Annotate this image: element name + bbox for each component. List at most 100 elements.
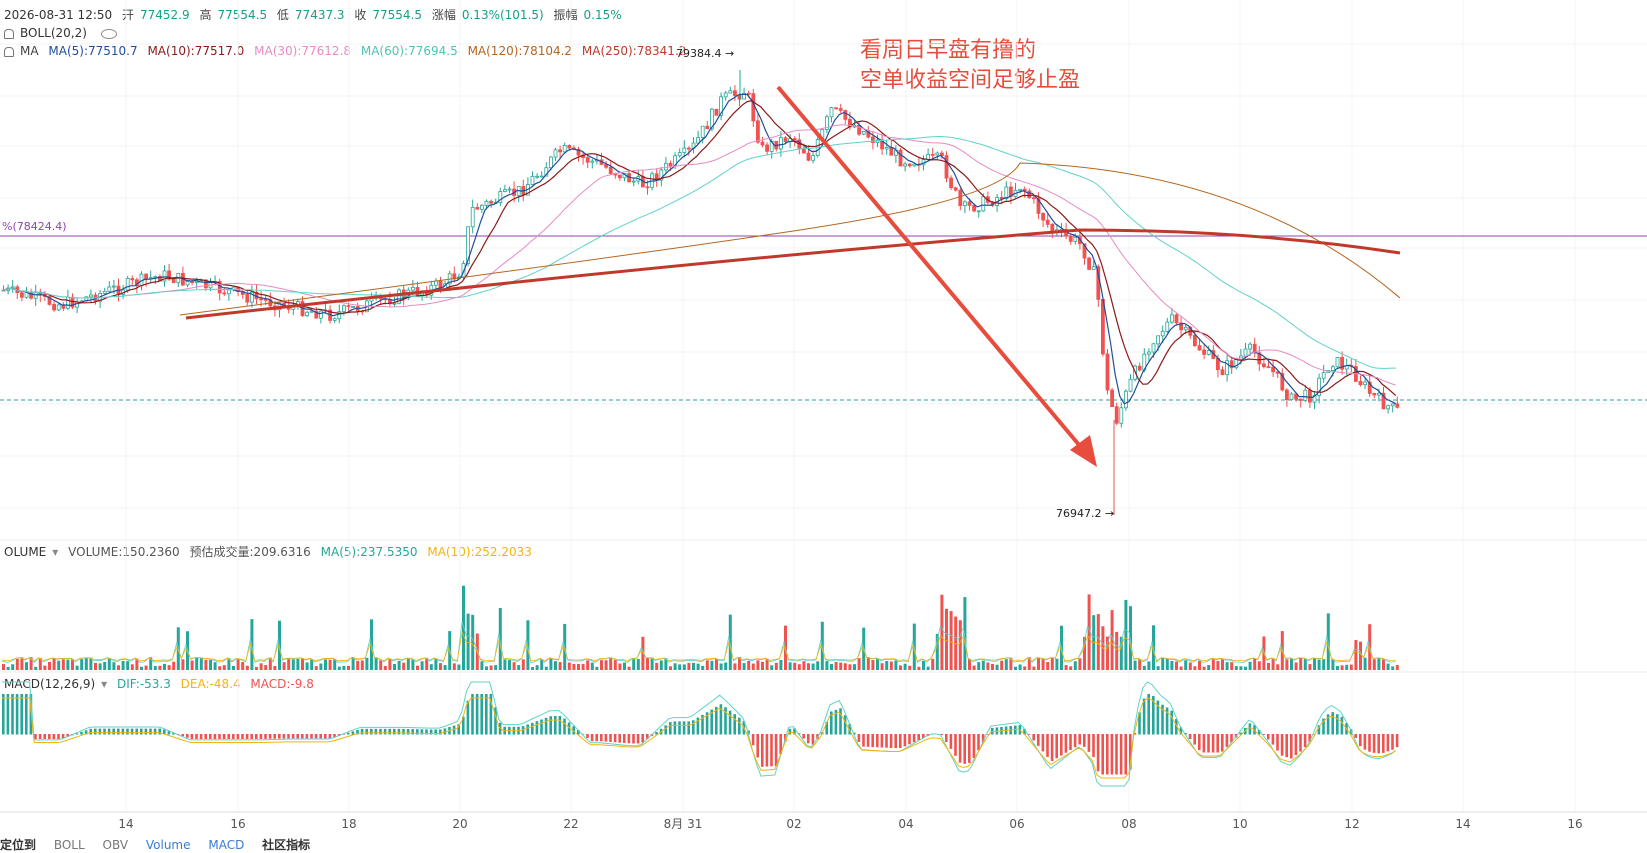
candle <box>1308 389 1312 403</box>
candle <box>1262 363 1266 368</box>
candle <box>1165 321 1170 332</box>
volume-bar <box>586 660 590 670</box>
macd-bar <box>1142 698 1146 735</box>
macd-bar <box>1087 734 1091 752</box>
bell-icon[interactable] <box>4 28 14 39</box>
macd-bar <box>862 734 865 747</box>
tab-boll[interactable]: BOLL <box>53 838 85 852</box>
x-tick-label: 02 <box>786 817 801 831</box>
macd-bar <box>135 728 138 735</box>
macd-bar <box>641 734 644 743</box>
tab-macd[interactable]: MACD <box>208 838 245 852</box>
volume-bar <box>245 665 249 670</box>
candle <box>1340 357 1344 370</box>
macd-bar <box>958 734 962 763</box>
ma120-value: MA(120):78104.2 <box>467 44 573 58</box>
candle <box>843 110 848 120</box>
candle <box>884 147 889 150</box>
macd-bar <box>940 734 943 736</box>
boll-row[interactable]: BOLL(20,2) <box>4 26 123 40</box>
volume-ma5-line <box>1 621 1396 664</box>
volume-bar <box>558 662 562 670</box>
volume-bar <box>1244 666 1247 670</box>
ma120-line <box>179 162 1401 316</box>
eye-icon[interactable] <box>100 28 117 39</box>
macd-bar <box>1354 734 1357 738</box>
candle <box>1110 389 1114 408</box>
volume-bar <box>227 658 231 670</box>
volume-bar <box>761 661 764 670</box>
macd-bar <box>480 694 483 735</box>
macd-bar <box>1184 733 1187 735</box>
macd-bar <box>949 734 953 749</box>
macd-bar <box>834 709 838 735</box>
boll-label[interactable]: BOLL(20,2) <box>20 26 87 40</box>
volume-bar <box>1391 666 1395 670</box>
candle <box>112 285 116 288</box>
macd-bar <box>912 734 916 743</box>
volume-bar <box>282 662 286 670</box>
candle <box>645 186 650 189</box>
volume-bar <box>2 664 5 670</box>
ma250-line <box>185 228 1401 320</box>
volume-bar <box>678 664 682 670</box>
candle <box>1036 198 1041 214</box>
volume-bar <box>236 659 240 670</box>
candle <box>484 200 489 206</box>
macd-bar <box>1110 734 1114 775</box>
tab-obv[interactable]: OBV <box>102 838 129 852</box>
volume-bar <box>117 665 120 670</box>
chevron-down-icon[interactable]: ▾ <box>52 545 59 559</box>
volume-bar <box>112 662 116 670</box>
tab-volume[interactable]: Volume <box>145 838 191 852</box>
volume-bar <box>876 658 879 670</box>
macd-bar <box>1303 734 1307 748</box>
volume-bar <box>324 659 327 670</box>
ma-row[interactable]: MA MA(5):77510.7 MA(10):77517.0 MA(30):7… <box>4 44 692 58</box>
volume-bar <box>443 665 447 670</box>
macd-bar <box>204 734 207 739</box>
macd-bar <box>20 694 23 735</box>
candle <box>696 137 700 144</box>
candle <box>144 273 149 280</box>
volume-bar <box>1340 665 1344 670</box>
volume-bar <box>1248 661 1252 670</box>
macd-bar <box>623 734 626 743</box>
macd-bar <box>954 734 957 756</box>
candle <box>935 152 940 156</box>
candle <box>829 107 834 118</box>
volume-label[interactable]: OLUME <box>4 545 47 559</box>
volume-bars <box>1 585 1399 670</box>
x-tick-label: 14 <box>118 817 133 831</box>
bell-icon[interactable] <box>4 46 14 57</box>
macd-bar <box>117 728 120 735</box>
volume-bar <box>75 665 79 670</box>
macd-bar <box>710 709 713 735</box>
volume-bar <box>963 597 967 670</box>
macd-bar <box>222 734 226 739</box>
macd-bar <box>843 715 847 735</box>
candle <box>10 286 15 289</box>
volume-bar <box>1170 660 1174 670</box>
macd-label[interactable]: MACD(12,26,9) <box>4 677 96 691</box>
chevron-down-icon[interactable]: ▾ <box>101 677 108 691</box>
macd-bar <box>981 734 985 743</box>
ma-label[interactable]: MA <box>20 44 39 58</box>
volume-bar <box>825 661 829 670</box>
volume-bar <box>1147 661 1151 670</box>
x-tick-label: 08 <box>1121 817 1136 831</box>
candle <box>723 92 728 98</box>
candle <box>479 204 484 210</box>
macd-bar <box>250 734 253 739</box>
tab-community[interactable]: 社区指标 <box>262 838 311 852</box>
x-tick-label: 10 <box>1232 817 1247 831</box>
macd-bar <box>333 734 336 738</box>
macd-bar <box>149 728 152 735</box>
macd-bar <box>839 708 842 735</box>
candle <box>1128 378 1133 392</box>
volume-bar <box>498 608 502 670</box>
volume-bar <box>954 616 958 670</box>
tab-locate[interactable]: 定位到 <box>0 838 37 852</box>
macd-bar <box>195 734 198 739</box>
